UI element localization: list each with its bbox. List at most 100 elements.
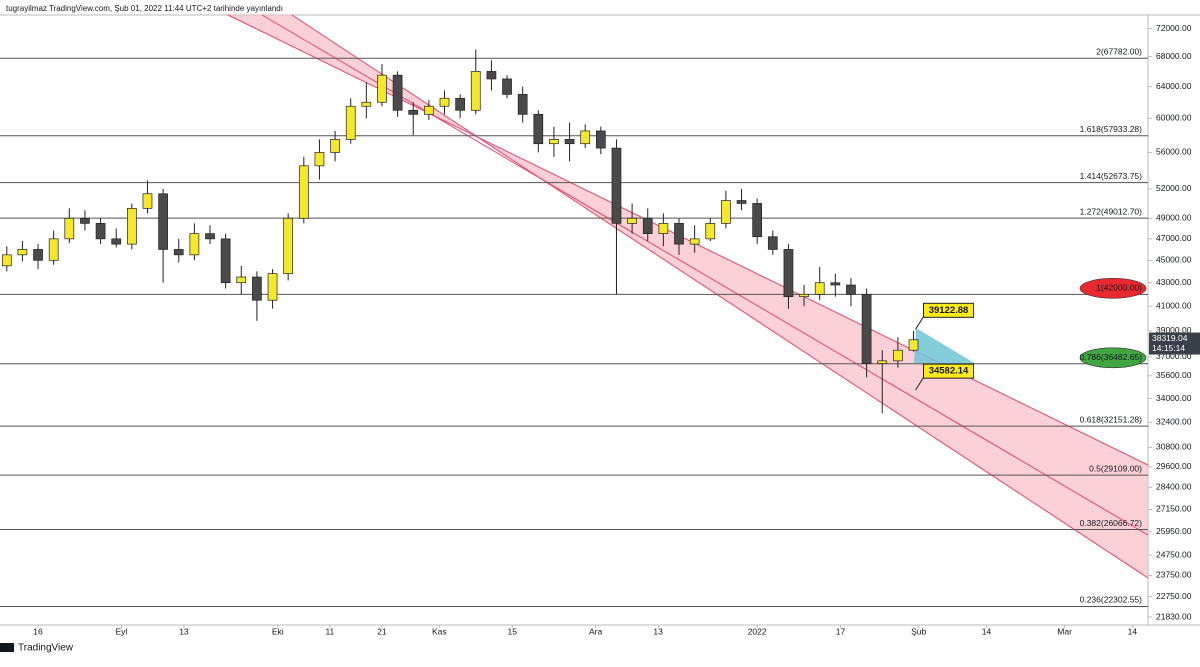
candle-body xyxy=(517,94,528,115)
candle-body xyxy=(220,238,231,284)
candle-body xyxy=(126,207,137,245)
y-tick-label: 35600.00 xyxy=(1156,370,1192,380)
candle-body xyxy=(267,273,278,301)
candle-body xyxy=(470,71,481,111)
y-tick-label: 37000.00 xyxy=(1156,351,1192,361)
fib-label: 1.414(52673.75) xyxy=(1080,171,1143,181)
candle-body xyxy=(533,113,544,145)
candle-body xyxy=(314,152,325,167)
fib-label: 0.618(32151.28) xyxy=(1080,414,1143,424)
y-tick-label: 47000.00 xyxy=(1156,233,1192,243)
candle-body xyxy=(705,223,716,240)
y-tick-label: 25950.00 xyxy=(1156,526,1192,536)
y-tick-label: 28400.00 xyxy=(1156,482,1192,492)
last-price-label: 38319.04 xyxy=(1152,333,1188,343)
fib-label: 2(67782.00) xyxy=(1096,47,1142,57)
y-tick-label: 56000.00 xyxy=(1156,147,1192,157)
y-tick-label: 49000.00 xyxy=(1156,213,1192,223)
fib-label: 0.786(36482.65) xyxy=(1080,352,1143,362)
x-tick-label: 2022 xyxy=(748,626,767,636)
y-tick-label: 39000.00 xyxy=(1156,325,1192,335)
countdown-label: 14:15:14 xyxy=(1152,343,1185,353)
candle-body xyxy=(767,236,778,250)
callout-box xyxy=(923,363,975,379)
y-tick-label: 68000.00 xyxy=(1156,51,1192,61)
candle-body xyxy=(642,217,653,234)
candle-body xyxy=(564,139,575,145)
x-tick-label: 11 xyxy=(325,626,334,636)
candle-body xyxy=(752,203,763,238)
callout-box xyxy=(923,302,975,318)
y-tick-label: 32400.00 xyxy=(1156,417,1192,427)
fib-label: 1(42000.00) xyxy=(1096,283,1142,293)
candle-body xyxy=(846,284,856,295)
y-tick-label: 29600.00 xyxy=(1156,461,1192,471)
candle-body xyxy=(877,360,888,364)
x-tick-label: Eyl xyxy=(116,626,128,636)
x-tick-label: Mar xyxy=(1057,626,1072,636)
x-tick-label: Şub xyxy=(911,626,926,636)
x-tick-label: 17 xyxy=(836,626,846,636)
candle-body xyxy=(658,223,669,234)
y-tick-label: 52000.00 xyxy=(1156,183,1192,193)
fib-label: 0.382(26066.72) xyxy=(1080,518,1143,528)
fib-pill xyxy=(1079,278,1147,299)
channel-middle xyxy=(261,14,1149,536)
x-tick-label: 13 xyxy=(179,626,189,636)
candle-body xyxy=(158,193,168,250)
y-tick-label: 34000.00 xyxy=(1156,393,1192,403)
candle-body xyxy=(799,293,809,298)
candle-body xyxy=(486,71,497,80)
candle-body xyxy=(111,238,122,245)
x-tick-label: Kas xyxy=(432,626,447,636)
candle-body xyxy=(64,217,75,240)
y-tick-label: 21830.00 xyxy=(1156,611,1192,621)
y-tick-label: 60000.00 xyxy=(1156,113,1192,123)
x-tick-label: 13 xyxy=(653,626,663,636)
fib-label: 0.5(29109.00) xyxy=(1089,463,1142,473)
header: tugrayilmaz TradingView.com, Şub 01, 202… xyxy=(6,4,283,13)
fib-label: 1.272(49012.70) xyxy=(1080,206,1143,216)
y-tick-label: 45000.00 xyxy=(1156,255,1192,265)
channel-lower xyxy=(291,14,1149,579)
candle-body xyxy=(611,147,622,224)
y-tick-label: 30800.00 xyxy=(1156,442,1192,452)
candle-body xyxy=(783,249,794,298)
y-tick-label: 41000.00 xyxy=(1156,300,1192,310)
candle-body xyxy=(298,165,309,219)
x-tick-label: 16 xyxy=(33,626,43,636)
projection-triangle xyxy=(914,328,976,364)
last-price-tag xyxy=(1149,332,1200,355)
candle-body xyxy=(345,105,356,140)
y-tick-label: 43000.00 xyxy=(1156,277,1192,287)
candle-body xyxy=(173,249,184,256)
candle-body xyxy=(142,193,153,209)
x-tick-label: 15 xyxy=(508,626,518,636)
candle-body xyxy=(80,217,90,224)
y-tick-label: 27150.00 xyxy=(1156,504,1192,514)
y-tick-label: 23750.00 xyxy=(1156,570,1192,580)
candle-body xyxy=(1,254,12,267)
x-tick-label: 21 xyxy=(377,626,387,636)
logo-mark xyxy=(0,643,14,652)
candle-body xyxy=(95,223,106,240)
candle-body xyxy=(33,249,43,261)
candle-body xyxy=(721,200,731,224)
candle-body xyxy=(424,105,434,115)
candle-body xyxy=(736,200,747,204)
candle-body xyxy=(236,276,247,284)
x-tick-label: 14 xyxy=(982,626,992,636)
candle-body xyxy=(814,282,825,295)
candle-body xyxy=(361,101,372,107)
y-tick-label: 22750.00 xyxy=(1156,591,1192,601)
candle-body xyxy=(17,249,28,256)
candle-body xyxy=(283,217,294,274)
candle-body xyxy=(908,339,919,351)
candle-body xyxy=(674,223,684,245)
x-tick-label: 14 xyxy=(1128,626,1138,636)
y-tick-label: 24750.00 xyxy=(1156,549,1192,559)
candle-body xyxy=(861,293,872,364)
